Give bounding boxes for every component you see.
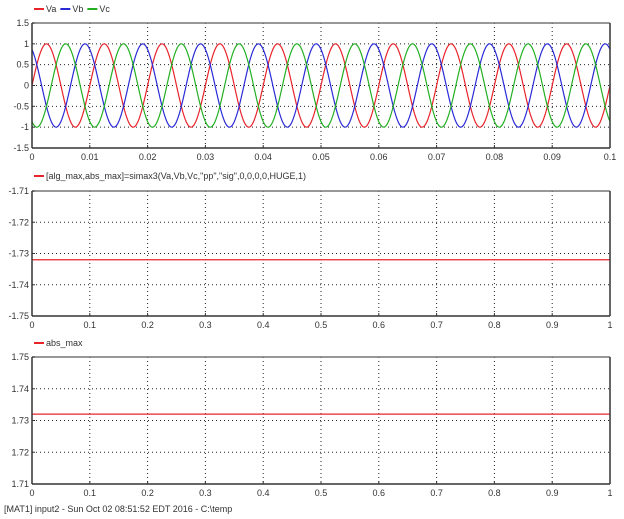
legend-item: Vc — [87, 4, 110, 14]
legend-label: abs_max — [46, 338, 83, 348]
x-tick-label: 0.08 — [486, 152, 504, 162]
legend-item: Va — [34, 4, 56, 14]
x-tick-label: 0.03 — [197, 152, 215, 162]
x-tick-label: 0.6 — [373, 488, 386, 498]
x-tick-label: 0.8 — [488, 488, 501, 498]
y-tick-label: 0 — [24, 81, 29, 91]
y-tick-label: -1.75 — [8, 311, 29, 321]
y-tick-label: 1.72 — [11, 447, 29, 457]
x-tick-label: 0.7 — [430, 320, 443, 330]
y-tick-label: -0.5 — [13, 101, 29, 111]
x-tick-label: 0.01 — [81, 152, 99, 162]
legend-label: Vb — [72, 4, 83, 14]
x-tick-label: 0.8 — [488, 320, 501, 330]
x-tick-label: 0.9 — [546, 320, 559, 330]
legend-label: [alg_max,abs_max]=simax3(Va,Vb,Vc,"pp","… — [46, 171, 306, 181]
y-tick-label: 1.5 — [16, 18, 29, 28]
series-va — [31, 43, 611, 128]
legend-item: abs_max — [34, 338, 83, 348]
x-tick-label: 0.07 — [428, 152, 446, 162]
x-tick-label: 0.4 — [257, 320, 270, 330]
x-tick-label: 0.06 — [370, 152, 388, 162]
legend-label: Vc — [99, 4, 110, 14]
chart-panel-2: 0 0.1 0.2 0.3 0.4 0.5 0.6 0.7 0.8 0.9 1 -1.71 -1.72 -… — [8, 171, 612, 330]
x-tick-label: 0.02 — [139, 152, 157, 162]
x-tick-label: 0.5 — [315, 488, 328, 498]
y-tick-label: 1.73 — [11, 416, 29, 426]
y-tick-label: -1.72 — [8, 217, 29, 227]
chart-panel-3: 0 0.1 0.2 0.3 0.4 0.5 0.6 0.7 0.8 0.9 1 1.75 1.74 1.7… — [11, 338, 612, 498]
y-tick-label: -1.74 — [8, 280, 29, 290]
y-tick-label: 0.5 — [16, 60, 29, 70]
x-tick-label: 0.4 — [257, 488, 270, 498]
x-tick-label: 0.09 — [543, 152, 561, 162]
y-tick-label: -1.73 — [8, 249, 29, 259]
status-footer: [MAT1] input2 - Sun Oct 02 08:51:52 EDT … — [4, 504, 233, 514]
y-tick-label: 1.71 — [11, 479, 29, 489]
x-tick-label: 0.6 — [373, 320, 386, 330]
x-tick-label: 0.04 — [254, 152, 272, 162]
x-tick-label: 0.1 — [84, 320, 97, 330]
legend-label: Va — [46, 4, 56, 14]
series-vc — [31, 43, 611, 128]
x-tick-label: 1 — [607, 320, 612, 330]
y-tick-label: -1.5 — [13, 143, 29, 153]
x-tick-label: 0.5 — [315, 320, 328, 330]
x-tick-label: 0 — [29, 152, 34, 162]
x-tick-label: 0.9 — [546, 488, 559, 498]
x-tick-label: 0 — [29, 320, 34, 330]
series-vb — [31, 43, 611, 128]
legend-item: [alg_max,abs_max]=simax3(Va,Vb,Vc,"pp","… — [34, 171, 306, 181]
x-tick-label: 0.3 — [199, 320, 212, 330]
y-tick-label: 1.74 — [11, 384, 29, 394]
x-tick-label: 0.1 — [604, 152, 617, 162]
x-tick-label: 0 — [29, 488, 34, 498]
x-tick-label: 0.2 — [141, 488, 154, 498]
y-tick-label: 1.75 — [11, 352, 29, 362]
x-tick-label: 0.05 — [312, 152, 330, 162]
legend-item: Vb — [60, 4, 83, 14]
x-tick-label: 0.3 — [199, 488, 212, 498]
x-tick-label: 0.1 — [84, 488, 97, 498]
y-tick-label: 1 — [24, 39, 29, 49]
x-tick-label: 1 — [607, 488, 612, 498]
y-tick-label: -1.71 — [8, 186, 29, 196]
y-tick-label: -1 — [21, 122, 29, 132]
chart-panel-1: 0 0.01 0.02 0.03 0.04 0.05 0.06 0.07 0.08 0.09 0.1… — [13, 4, 616, 162]
x-tick-label: 0.7 — [430, 488, 443, 498]
x-tick-label: 0.2 — [141, 320, 154, 330]
